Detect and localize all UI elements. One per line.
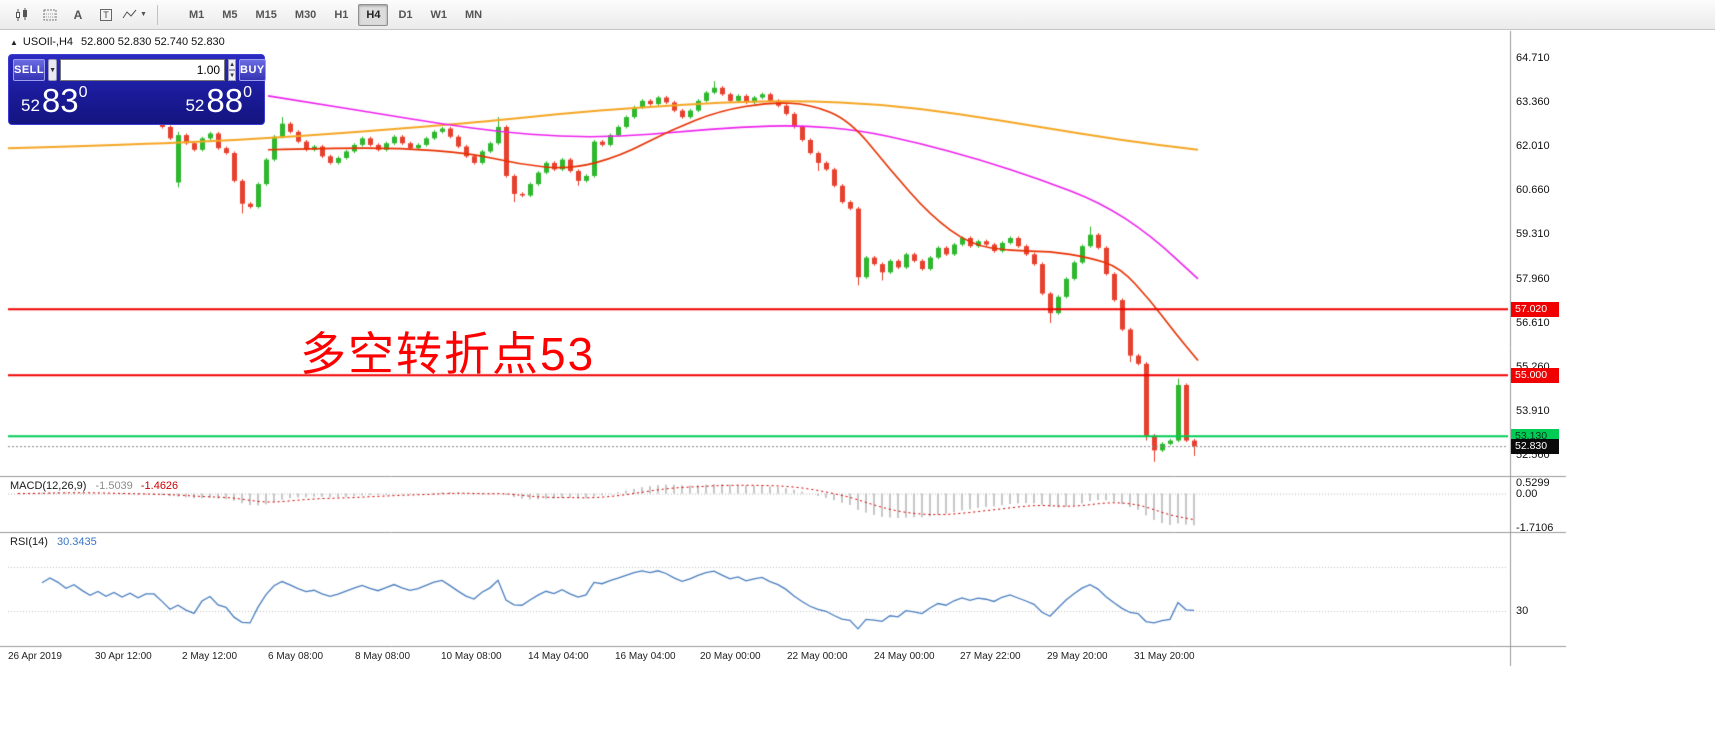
candlestick-chart-icon[interactable] (9, 3, 35, 27)
hline-price-tag: 55.000 (1511, 367, 1559, 383)
timeframe-button-MN[interactable]: MN (465, 8, 483, 21)
candlestick-glyph (16, 7, 27, 21)
time-axis-label: 2 May 12:00 (182, 651, 238, 662)
macd-main-value: -1.5039 (95, 480, 133, 492)
letter-t-glyph: T (100, 8, 112, 21)
toolbar: A T ▼ M1 M5 M15 M30 H1 H4 D1 W1 MN (0, 0, 1715, 30)
timeframe-button-W1[interactable]: W1 (430, 8, 448, 21)
text-label-icon[interactable]: T (93, 3, 119, 27)
volume-spinner: ▲ ▼ (228, 59, 237, 81)
volume-dropdown-button[interactable]: ▼ (48, 59, 58, 81)
timeframe-button-M30[interactable]: M30 (294, 8, 317, 21)
price-axis-label: 57.960 (1516, 272, 1550, 285)
time-axis-label: 24 May 00:00 (874, 651, 935, 662)
price-axis-label: 56.610 (1516, 316, 1550, 329)
timeframe-button-H4[interactable]: H4 (358, 3, 389, 26)
sell-price-whole: 52 (21, 96, 40, 115)
price-axis-label: 60.660 (1516, 184, 1550, 197)
macd-label: MACD(12,26,9) -1.5039 -1.4626 (10, 480, 178, 492)
buy-price-pips: 88 (206, 82, 244, 119)
time-axis-label: 22 May 00:00 (787, 651, 848, 662)
time-axis-label: 30 Apr 12:00 (95, 651, 152, 662)
time-axis-label: 27 May 22:00 (960, 651, 1021, 662)
one-click-trading-panel: SELL ▼ ▲ ▼ BUY 52 83 0 52 88 0 (8, 54, 266, 125)
price-axis-label: 59.310 (1516, 228, 1550, 241)
time-axis-label: 14 May 04:00 (528, 651, 589, 662)
timeframe-button-M1[interactable]: M1 (188, 8, 205, 21)
macd-axis-label: 0.00 (1516, 487, 1538, 500)
letter-a-glyph: A (73, 7, 83, 22)
macd-name: MACD(12,26,9) (10, 480, 87, 492)
grid-icon[interactable] (37, 3, 63, 27)
hline-price-tag: 57.020 (1511, 301, 1559, 317)
sell-price-point: 0 (78, 84, 88, 101)
macd-axis-label: -1.7106 (1516, 521, 1554, 534)
timeframe-button-D1[interactable]: D1 (398, 8, 413, 21)
time-axis-label: 10 May 08:00 (441, 651, 502, 662)
toolbar-separator (156, 4, 158, 25)
buy-button[interactable]: BUY (239, 59, 266, 81)
buy-price-whole: 52 (185, 96, 205, 115)
macd-signal-value: -1.4626 (140, 480, 179, 492)
time-axis-label: 29 May 20:00 (1047, 651, 1108, 662)
buy-price: 52 88 0 (185, 83, 252, 119)
rsi-axis-label: 30 (1516, 605, 1529, 617)
price-axis-label: 62.010 (1516, 140, 1550, 153)
polyline-glyph (122, 9, 137, 18)
timeframe-button-M5[interactable]: M5 (222, 8, 238, 21)
rsi-label: RSI(14) 30.3435 (10, 536, 97, 548)
chart-annotation-text: 多空转折点53 (300, 328, 596, 380)
volume-spinner-up[interactable]: ▲ (228, 59, 237, 70)
quote-header: ▲ USOIl-,H4 52.800 52.830 52.740 52.830 (10, 36, 225, 48)
sell-price-pips: 83 (41, 82, 79, 119)
rsi-value: 30.3435 (56, 536, 97, 548)
timeframe-group: M1 M5 M15 M30 H1 H4 D1 W1 MN (180, 3, 491, 26)
price-axis-label: 53.910 (1516, 404, 1550, 417)
ohlc-values: 52.800 52.830 52.740 52.830 (81, 36, 225, 48)
drawing-tools-dropdown[interactable]: ▼ (121, 3, 148, 27)
timeframe-button-M15[interactable]: M15 (255, 8, 277, 21)
price-axis-label: 63.360 (1516, 96, 1550, 109)
time-axis-label: 20 May 00:00 (700, 651, 761, 662)
buy-price-point: 0 (243, 84, 252, 101)
macd-axis-label: 0.5299 (1516, 476, 1550, 489)
grid-glyph (43, 9, 57, 20)
volume-input[interactable] (60, 59, 226, 81)
rsi-name: RSI(14) (10, 536, 48, 548)
current-price-tag: 52.830 (1511, 438, 1559, 454)
time-axis-label: 16 May 04:00 (615, 651, 676, 662)
timeframe-button-H1[interactable]: H1 (334, 8, 349, 21)
symbol-title: USOIl-,H4 (22, 36, 74, 48)
sell-button[interactable]: SELL (13, 59, 46, 81)
price-axis-label: 64.710 (1516, 52, 1550, 64)
volume-spinner-down[interactable]: ▼ (228, 70, 237, 81)
text-annotation-icon[interactable]: A (65, 3, 91, 27)
time-axis-label: 8 May 08:00 (355, 651, 411, 662)
time-axis-label: 26 Apr 2019 (8, 651, 62, 662)
time-axis-label: 31 May 20:00 (1134, 651, 1195, 662)
time-axis-label: 6 May 08:00 (268, 651, 324, 662)
collapse-panel-icon[interactable]: ▲ (10, 37, 18, 47)
caret-down-icon: ▼ (140, 11, 147, 18)
sell-price: 52 83 0 (21, 83, 88, 119)
